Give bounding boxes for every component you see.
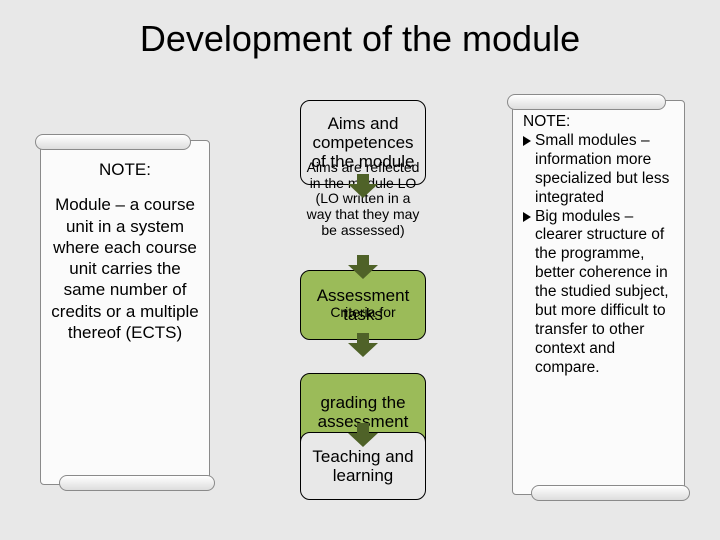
page-title: Development of the module: [0, 18, 720, 60]
arrow-down-icon: [348, 255, 378, 279]
flow-overlay-0: Aims are reflected in the module LO (LO …: [306, 160, 420, 238]
note-right-bullet-2: Big modules – clearer structure of the p…: [523, 208, 676, 378]
note-right-scroll: NOTE: Small modules – information more s…: [512, 100, 685, 495]
arrow-down-icon: [348, 333, 378, 357]
note-right-header: NOTE:: [523, 113, 676, 132]
note-right-bullet-1-text: Small modules – information more special…: [535, 132, 676, 208]
note-left-body: Module – a course unit in a system where…: [51, 194, 199, 343]
triangle-bullet-icon: [523, 212, 531, 222]
note-left-scroll: NOTE: Module – a course unit in a system…: [40, 140, 210, 485]
note-left-header: NOTE:: [51, 159, 199, 180]
note-right-bullet-1: Small modules – information more special…: [523, 132, 676, 208]
flow-arrow-1: [348, 255, 378, 279]
arrow-down-icon: [348, 174, 378, 198]
flow-arrow-0: [348, 174, 378, 198]
flow-arrow-3: [348, 423, 378, 447]
note-right-bullet-2-text: Big modules – clearer structure of the p…: [535, 208, 676, 378]
arrow-down-icon: [348, 423, 378, 447]
triangle-bullet-icon: [523, 136, 531, 146]
flow-arrow-2: [348, 333, 378, 357]
flow-overlay-1: Criteria for: [306, 305, 420, 321]
